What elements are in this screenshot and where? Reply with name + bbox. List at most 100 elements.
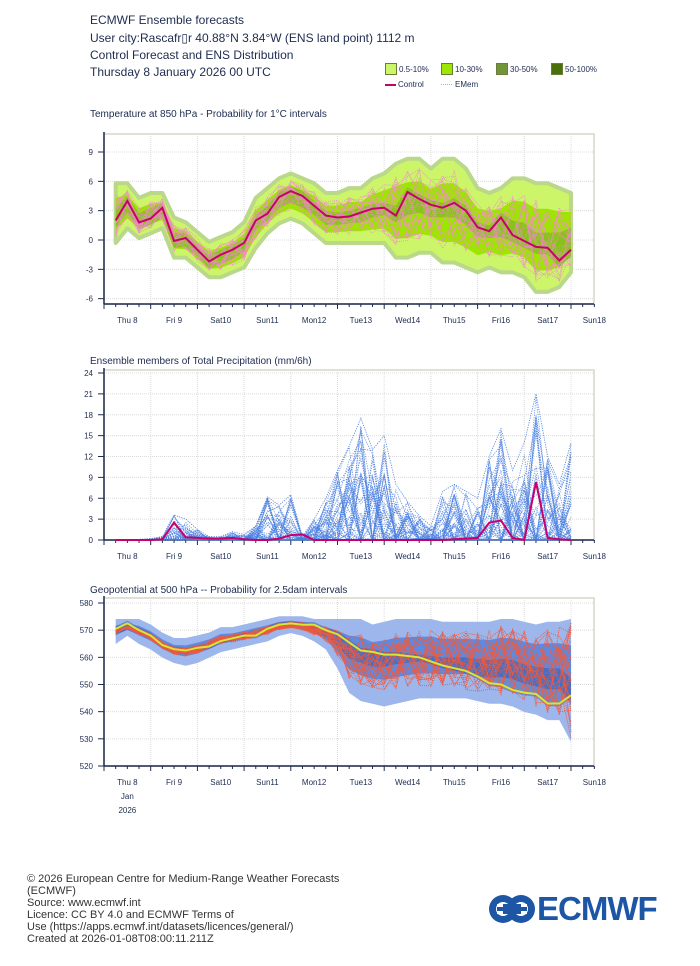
ensemble-member-line [115,621,572,739]
x-tick-label: Mon12 [302,552,327,561]
control-line [114,190,572,263]
legend-control-line [385,83,396,86]
ensemble-member-line [115,626,572,704]
chart-title-precipitation: Ensemble members of Total Precipitation … [90,356,312,367]
legend-bin-2: 30-50% [496,63,538,75]
x-tick-label: Fri16 [492,316,511,325]
header-date: Thursday 8 January 2026 00 UTC [90,65,271,79]
legend-bin-3: 50-100% [551,63,597,75]
ensemble-member-line [115,623,572,691]
prob-band-mid [115,621,572,704]
x-tick-label: Sat17 [537,316,558,325]
y-tick-label: 530 [80,735,94,744]
y-tick-label: 570 [80,626,94,635]
x-tick-label: Thu15 [443,316,466,325]
x-tick-label: Fri16 [492,552,511,561]
y-tick-label: 540 [80,708,94,717]
ensemble-member-line [115,180,572,266]
x-tick-label: Thu15 [443,552,466,561]
ensemble-member-line [115,171,572,259]
ensemble-member-line [115,465,572,541]
y-tick-label: 24 [84,369,93,378]
ensemble-member-line [115,623,572,707]
y-tick-label: -3 [86,265,94,274]
y-tick-label: 0 [89,536,94,545]
ensemble-member-line [115,184,572,271]
x-tick-label: Wed14 [395,316,421,325]
ensemble-member-line [115,486,571,541]
y-tick-label: 15 [84,432,93,441]
footer-licence: Licence: CC BY 4.0 and ECMWF Terms of [27,909,234,921]
y-tick-label: 6 [89,177,94,186]
x-tick-label: Thu15 [443,778,466,787]
x-tick-label: Thu 8 [117,778,138,787]
x-tick-label: Wed14 [395,778,421,787]
ensemble-member-line [115,460,572,542]
control-line [115,482,572,542]
x-tick-label: Sat17 [537,552,558,561]
y-tick-label: 21 [84,390,93,399]
legend-bin-1: 10-30% [441,63,483,75]
ensemble-member-line [115,457,572,542]
ensemble-member-line [115,178,572,283]
ecmwf-logo-text: ECMWF [537,890,658,927]
y-tick-label: 9 [89,148,94,157]
header-subtitle: Control Forecast and ENS Distribution [90,48,294,62]
ensemble-member-line [115,476,572,541]
temperature-chart: -6 -3 0 3 6 9 Thu 8 Fri 9 Sat10 Sun11 Mon12 Tue13 We… [86,132,607,325]
x-tick-label: Thu 8 [117,552,138,561]
y-tick-label: 12 [84,453,93,462]
ensemble-member-line [115,455,572,542]
x-tick-label: Sun18 [583,316,607,325]
ensemble-member-line [115,393,572,541]
x-tick-label: Mon12 [302,316,327,325]
ecmwf-logo-icon [489,895,535,923]
footer-copyright-org: (ECMWF) [27,885,76,897]
x-tick-label: Sun18 [583,552,607,561]
y-tick-label: 520 [80,762,94,771]
ensemble-member-line [115,622,572,699]
x-tick-label: Sat10 [210,316,231,325]
x-tick-label: Sun11 [256,778,279,787]
y-tick-label: 550 [80,681,94,690]
y-tick-label: 0 [89,236,94,245]
legend-label: EMem [455,80,479,89]
x-tick-label: Sun18 [583,778,607,787]
y-tick-label: 560 [80,653,94,662]
ensemble-member-line [115,180,572,282]
ensemble-member-line [115,438,572,541]
legend-label: Control [398,80,424,89]
legend-swatch [441,63,453,75]
x-tick-label: Tue13 [350,552,373,561]
chart-title-geopotential: Geopotential at 500 hPa -- Probability f… [90,585,348,596]
ensemble-member-line [115,475,572,541]
x-tick-label: Tue13 [350,316,373,325]
ensemble-member-line [115,473,572,541]
ensemble-member-line [115,181,572,280]
legend-swatch [496,63,508,75]
chart-title-temperature: Temperature at 850 hPa - Probability for… [90,109,327,120]
x-tick-label: Sat10 [210,552,231,561]
ensemble-member-line [115,473,572,541]
legend-emem: EMem [441,80,478,89]
legend-swatch [385,63,397,75]
control-line [115,622,572,705]
x-tick-label: Sat10 [210,778,231,787]
x-tick-label: Fri 9 [166,552,183,561]
ecmwf-logo: ECMWF [489,890,658,927]
x-tick-label: Fri 9 [166,316,183,325]
x-tick-label: Thu 8 [117,316,138,325]
ensemble-member-line [115,431,571,541]
y-tick-label: 3 [89,515,94,524]
legend-label: 10-30% [455,64,483,74]
x-tick-label: Sat17 [537,778,558,787]
ensemble-member-line [115,440,572,542]
y-tick-label: 18 [84,411,93,420]
x-tick-label: Sun11 [256,316,279,325]
footer-source: Source: www.ecmwf.int [27,897,141,909]
footer-created: Created at 2026-01-08T08:00:11.211Z [27,933,214,945]
ensemble-member-line [115,186,572,265]
y-tick-label: 3 [89,207,94,216]
legend-label: 30-50% [510,64,538,74]
ensemble-member-line [115,625,572,689]
